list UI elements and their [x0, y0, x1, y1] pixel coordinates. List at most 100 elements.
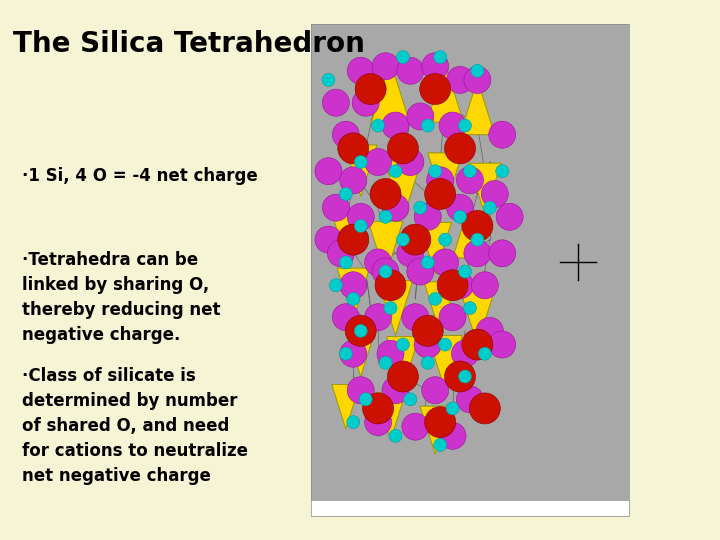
Circle shape: [438, 233, 451, 246]
Circle shape: [446, 272, 474, 299]
Circle shape: [322, 73, 335, 86]
Polygon shape: [424, 282, 456, 333]
Circle shape: [428, 293, 441, 306]
Circle shape: [413, 315, 444, 346]
Polygon shape: [332, 384, 360, 429]
Circle shape: [339, 187, 352, 200]
Circle shape: [438, 338, 451, 351]
Circle shape: [414, 201, 427, 214]
Circle shape: [439, 112, 466, 139]
Circle shape: [483, 201, 496, 214]
Circle shape: [407, 258, 433, 285]
Circle shape: [347, 293, 360, 306]
Circle shape: [338, 224, 369, 255]
Polygon shape: [460, 290, 495, 345]
Text: ·Class of silicate is
determined by number
of shared O, and need
for cations to : ·Class of silicate is determined by numb…: [22, 367, 248, 485]
Circle shape: [422, 53, 449, 80]
Circle shape: [464, 165, 477, 178]
Circle shape: [363, 393, 394, 424]
Circle shape: [451, 340, 479, 367]
Circle shape: [421, 256, 434, 269]
Circle shape: [495, 165, 509, 178]
Text: ·Tetrahedra can be
linked by sharing O,
thereby reducing net
negative charge.: ·Tetrahedra can be linked by sharing O, …: [22, 251, 220, 344]
Circle shape: [384, 301, 397, 315]
Circle shape: [481, 180, 508, 207]
Circle shape: [433, 51, 446, 64]
Polygon shape: [375, 393, 405, 441]
Circle shape: [496, 204, 523, 231]
Circle shape: [444, 361, 475, 392]
Circle shape: [347, 57, 374, 84]
Text: The Silica Tetrahedron: The Silica Tetrahedron: [13, 30, 365, 58]
Circle shape: [379, 356, 392, 369]
Circle shape: [347, 377, 374, 404]
Circle shape: [323, 194, 349, 221]
Polygon shape: [428, 335, 462, 390]
Circle shape: [333, 121, 359, 148]
Circle shape: [397, 57, 424, 84]
Circle shape: [359, 393, 372, 406]
Circle shape: [354, 156, 367, 168]
Polygon shape: [428, 153, 462, 208]
Circle shape: [489, 121, 516, 148]
Polygon shape: [469, 163, 501, 214]
Polygon shape: [345, 145, 377, 196]
Circle shape: [328, 240, 354, 267]
Circle shape: [421, 356, 434, 369]
Circle shape: [431, 249, 459, 276]
Circle shape: [364, 148, 392, 176]
Polygon shape: [453, 203, 487, 258]
Circle shape: [375, 270, 406, 301]
Circle shape: [400, 224, 431, 255]
Circle shape: [464, 66, 491, 93]
Circle shape: [427, 167, 454, 194]
Circle shape: [377, 340, 404, 367]
Polygon shape: [368, 221, 402, 276]
Circle shape: [459, 119, 472, 132]
Bar: [311, 24, 629, 501]
Circle shape: [397, 148, 424, 176]
Polygon shape: [346, 329, 376, 376]
Circle shape: [444, 133, 475, 164]
Circle shape: [456, 386, 483, 413]
Circle shape: [397, 338, 410, 351]
Polygon shape: [371, 62, 410, 123]
Circle shape: [364, 303, 392, 330]
Circle shape: [397, 240, 424, 267]
Circle shape: [379, 210, 392, 224]
Circle shape: [323, 89, 349, 116]
Polygon shape: [420, 406, 450, 454]
Circle shape: [347, 204, 374, 231]
Circle shape: [489, 331, 516, 358]
Circle shape: [433, 438, 446, 451]
Circle shape: [439, 303, 466, 330]
Polygon shape: [378, 281, 413, 335]
Circle shape: [402, 413, 429, 440]
Circle shape: [347, 416, 360, 429]
Circle shape: [446, 66, 474, 93]
Circle shape: [372, 119, 384, 132]
Circle shape: [364, 409, 392, 436]
Polygon shape: [460, 80, 495, 134]
Text: ·1 Si, 4 O = -4 net charge: ·1 Si, 4 O = -4 net charge: [22, 167, 257, 185]
Circle shape: [477, 318, 503, 345]
Bar: [311, 501, 629, 516]
Circle shape: [315, 158, 342, 185]
Circle shape: [414, 331, 441, 358]
Circle shape: [354, 325, 367, 338]
Circle shape: [425, 407, 456, 437]
Circle shape: [397, 51, 410, 64]
Circle shape: [469, 393, 500, 424]
Circle shape: [382, 112, 409, 139]
Polygon shape: [419, 222, 451, 274]
Circle shape: [464, 240, 491, 267]
Circle shape: [472, 272, 498, 299]
Circle shape: [414, 204, 441, 231]
Bar: [311, 24, 629, 516]
Circle shape: [387, 133, 418, 164]
Circle shape: [407, 103, 433, 130]
Circle shape: [489, 240, 516, 267]
Circle shape: [382, 194, 409, 221]
Circle shape: [402, 303, 429, 330]
Circle shape: [397, 233, 410, 246]
